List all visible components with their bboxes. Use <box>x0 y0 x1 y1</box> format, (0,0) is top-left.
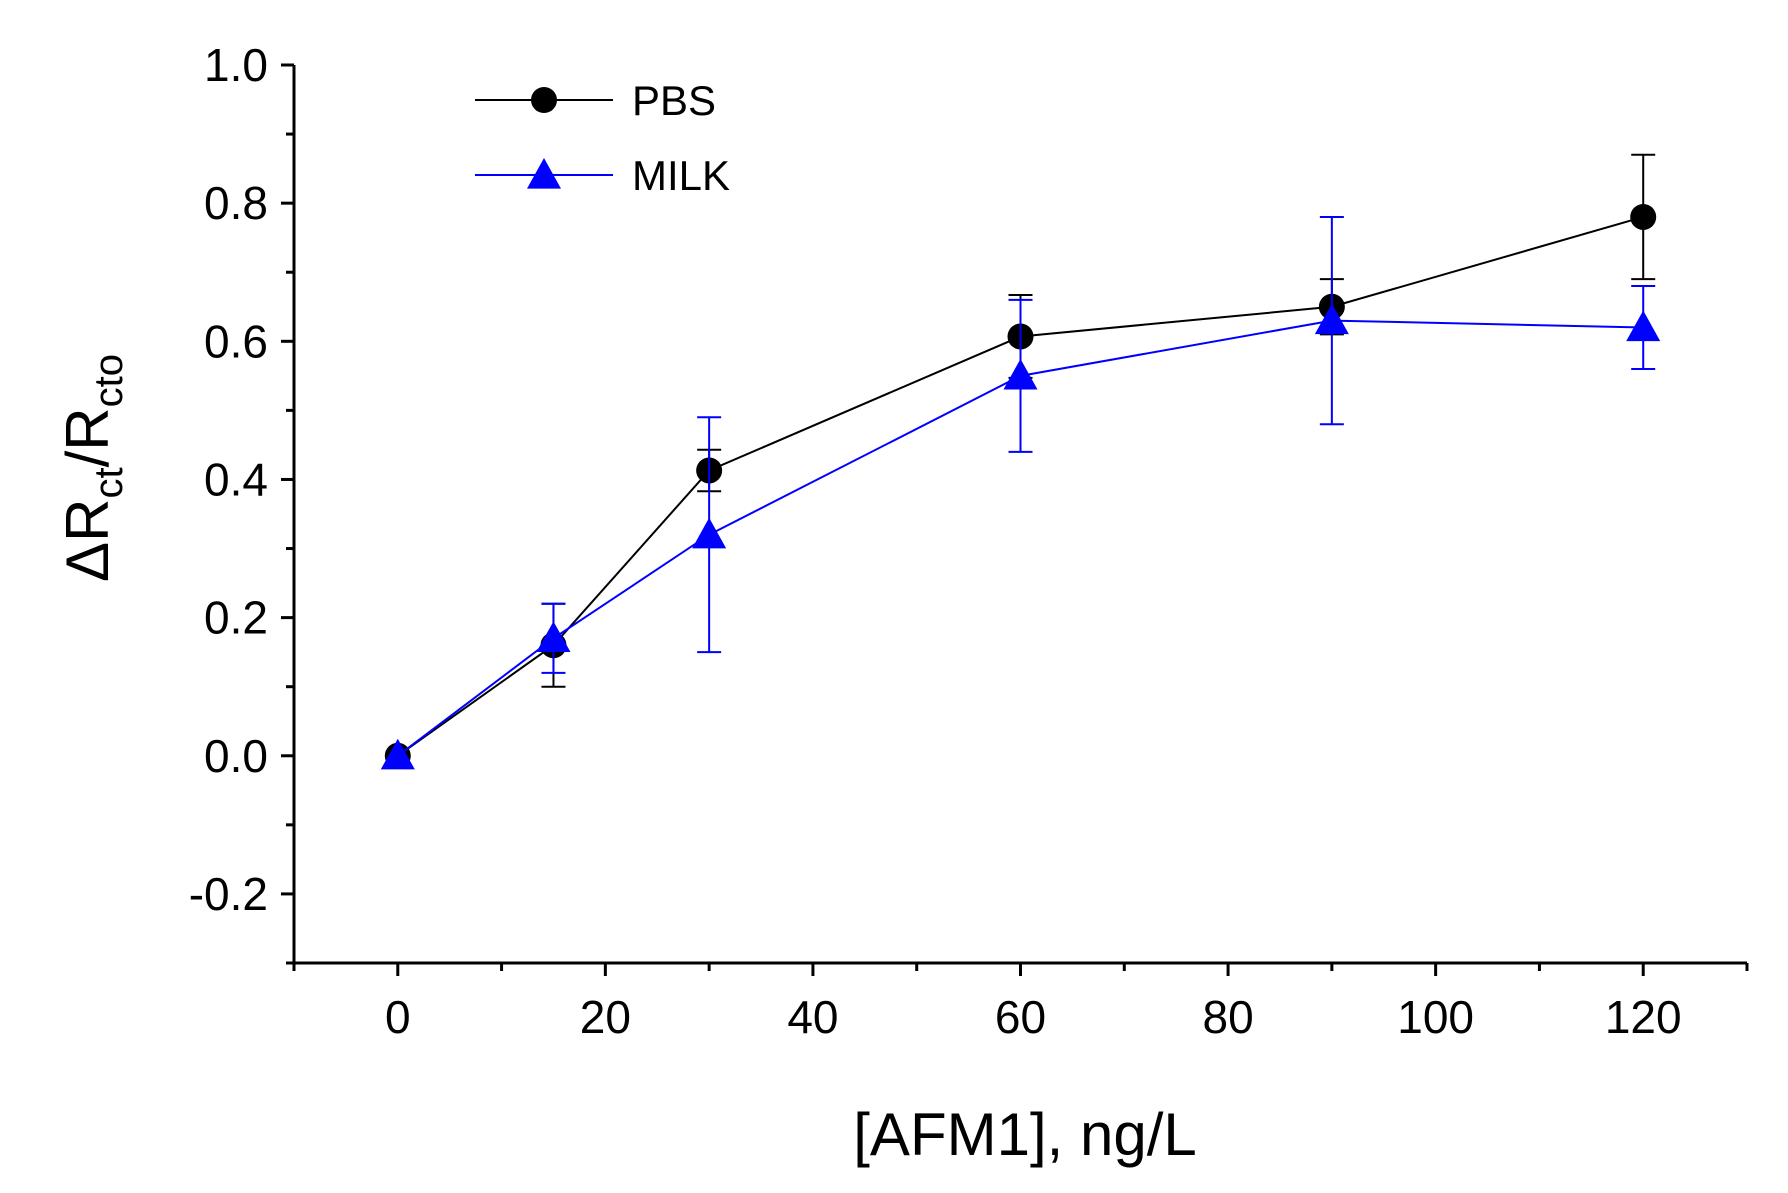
data-point-milk <box>1626 310 1661 342</box>
y-axis-title-slash: /R <box>54 407 121 467</box>
x-tick-label: 0 <box>385 991 411 1043</box>
y-axis-title: ΔRct/Rcto <box>54 354 131 582</box>
y-tick-label: 0.4 <box>204 453 268 505</box>
y-tick-label: -0.2 <box>189 868 268 920</box>
series-milk <box>380 215 1661 770</box>
y-axis-title-sub2: cto <box>87 354 131 407</box>
x-tick-label: 20 <box>580 991 631 1043</box>
y-tick-label: 0.8 <box>204 177 268 229</box>
series-pbs <box>384 153 1657 769</box>
series-line-milk <box>397 319 1644 757</box>
y-tick-label: 0.6 <box>204 315 268 367</box>
legend-item-milk: MILK <box>475 152 730 199</box>
x-axis-title: [AFM1], ng/L <box>853 1101 1196 1168</box>
data-point-milk <box>380 738 415 770</box>
data-point-milk <box>1003 358 1038 390</box>
axes: 0 20 40 60 80 100 120 -0.2 0.0 0.2 0.4 0.6 0.8 1.0 <box>189 39 1749 1043</box>
legend-marker <box>531 87 557 113</box>
data-point-pbs <box>1630 203 1657 230</box>
legend-item-pbs: PBS <box>475 77 716 124</box>
legend-label: MILK <box>632 152 730 199</box>
x-tick-label: 40 <box>787 991 838 1043</box>
x-tick-label: 120 <box>1605 991 1682 1043</box>
legend: PBS MILK <box>475 77 730 199</box>
data-point-milk <box>1314 303 1349 335</box>
y-tick-label: 0.2 <box>204 592 268 644</box>
y-axis-title-sub1: ct <box>87 467 131 498</box>
series-line-pbs <box>397 216 1644 757</box>
data-point-milk <box>692 517 727 549</box>
y-tick-label: 1.0 <box>204 39 268 91</box>
data-point-milk <box>536 621 571 652</box>
legend-marker <box>527 158 561 189</box>
y-tick-label: 0.0 <box>204 730 268 782</box>
legend-label: PBS <box>632 77 716 124</box>
y-axis-title-main: ΔR <box>54 499 121 582</box>
x-tick-label: 60 <box>995 991 1046 1043</box>
series-layer <box>380 153 1661 770</box>
x-tick-label: 100 <box>1397 991 1474 1043</box>
x-tick-label: 80 <box>1202 991 1253 1043</box>
